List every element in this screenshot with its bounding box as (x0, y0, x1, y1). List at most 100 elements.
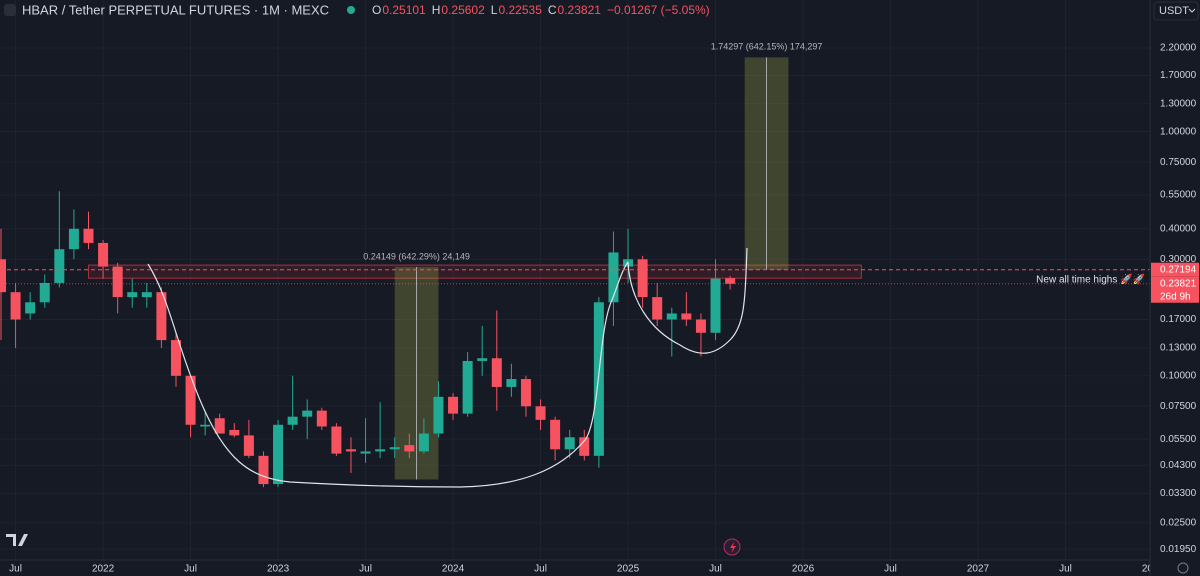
drawing-curve (627, 247, 748, 354)
candle-body (10, 292, 21, 320)
candle-body (725, 278, 736, 284)
candle-body (156, 292, 167, 341)
y-tick-label: 0.30000 (1160, 254, 1197, 265)
x-tick-label: Jul (884, 564, 897, 575)
candle-body (404, 445, 415, 452)
candle-body (375, 449, 386, 452)
symbol-icon (4, 4, 16, 16)
y-tick-label: 2.20000 (1160, 43, 1197, 54)
y-tick-label: 1.00000 (1160, 126, 1197, 137)
x-tick-label: 2024 (442, 564, 465, 575)
candle-body (345, 449, 356, 452)
candle-body (550, 419, 561, 450)
y-tick-label: 0.07500 (1160, 401, 1197, 412)
y-tick-label: 0.02500 (1160, 517, 1197, 528)
event-icon-bolt (730, 542, 736, 553)
resistance-zone (87, 264, 862, 279)
candle-body (243, 435, 254, 456)
x-tick-label: Jul (534, 564, 547, 575)
candle-body (418, 433, 429, 452)
ohlc-legend: O 0.25101 H 0.25602 L 0.22535 C 0.23821 −0.01267… (372, 3, 710, 17)
y-tick-label: 0.40000 (1160, 223, 1197, 234)
status-dot (347, 6, 355, 14)
candle-body (54, 249, 65, 283)
candle-body (0, 259, 6, 293)
candle-body (389, 447, 400, 450)
candle-body (127, 292, 138, 298)
candle-body (448, 396, 459, 414)
ohlc-value: 0.22535 (498, 3, 542, 17)
y-tick-label: 0.01950 (1160, 544, 1197, 555)
ohlc-value: 0.25602 (441, 3, 485, 17)
candle-body (652, 297, 663, 320)
y-tick-label: 0.75000 (1160, 157, 1197, 168)
candle-body (141, 292, 152, 298)
x-tick-label: 2027 (967, 564, 990, 575)
candle-body (433, 396, 444, 434)
price-tag-label: 26d 9h (1160, 291, 1191, 302)
price-tag-label: 0.23821 (1160, 278, 1197, 289)
chart-title: HBAR / Tether PERPETUAL FUTURES · 1M · M… (22, 2, 329, 17)
candle-body (258, 455, 269, 485)
x-tick-label: Jul (359, 564, 372, 575)
y-tick-label: 1.70000 (1160, 70, 1197, 81)
x-tick-label: Jul (1059, 564, 1072, 575)
candle-body (39, 282, 50, 303)
measure-label: 0.24149 (642.29%) 24,149 (363, 251, 470, 261)
change-label: −0.01267 (−5.05%) (607, 3, 710, 17)
price-tag-label: 0.27194 (1160, 264, 1197, 275)
x-tick-label: 2022 (92, 564, 115, 575)
candle-body (25, 302, 36, 314)
x-tick-label: 2026 (792, 564, 815, 575)
candle-body (666, 313, 677, 320)
currency-button[interactable] (1153, 1, 1199, 21)
candle-body (681, 313, 692, 320)
price-tag (1151, 289, 1199, 303)
y-tick-label: 0.17000 (1160, 314, 1197, 325)
axis-labels: 2.20000 1.70000 1.30000 1.00000 0.75000 0.550… (1151, 43, 1199, 555)
price-tag (1151, 276, 1199, 291)
drawing-curve (147, 261, 629, 488)
candle-body (520, 379, 531, 407)
y-tick-label: 0.55000 (1160, 190, 1197, 201)
ohlc-key: H (432, 3, 441, 17)
candle-body (535, 406, 546, 420)
measure-label: 1.74297 (642.15%) 174,297 (711, 42, 823, 52)
plot-area: 0.24149 (642.29%) 24,149 1.74297 (642.15%… (0, 42, 1150, 488)
y-tick-label: 0.03300 (1160, 488, 1197, 499)
x-tick-label: Jul (709, 564, 722, 575)
tv-logo (6, 534, 28, 546)
ohlc-key: L (491, 3, 498, 17)
candle-body (287, 416, 298, 425)
y-tick-label: 1.30000 (1160, 98, 1197, 109)
price-tag (1151, 262, 1199, 277)
y-tick-label: 0.13000 (1160, 343, 1197, 354)
ohlc-value: 0.25101 (382, 3, 426, 17)
candle-body (331, 426, 342, 454)
settings-icon[interactable] (1177, 562, 1189, 574)
y-tick-label: 0.04300 (1160, 460, 1197, 471)
x-tick-label: 2025 (617, 564, 640, 575)
ohlc-value: 0.23821 (558, 3, 602, 17)
zone-label: New all time highs 🚀🚀 (1036, 272, 1145, 285)
candle-body (710, 278, 721, 333)
candle-body (491, 358, 502, 387)
candle-body (506, 379, 517, 387)
candle-body (360, 451, 371, 454)
candle-body (98, 242, 109, 267)
candle-body (83, 228, 94, 243)
y-tick-label: 0.10000 (1160, 370, 1197, 381)
candle-body (273, 424, 284, 485)
candle-body (200, 424, 211, 427)
candle-body (695, 319, 706, 333)
y-tick-label: 0.05500 (1160, 434, 1197, 445)
candle-body (462, 360, 473, 414)
candle-body (316, 410, 327, 427)
candle-body (302, 410, 313, 417)
candle-body (608, 252, 619, 303)
candle-body (214, 418, 225, 434)
candle-body (579, 437, 590, 456)
dropdown-icon (1188, 8, 1196, 13)
